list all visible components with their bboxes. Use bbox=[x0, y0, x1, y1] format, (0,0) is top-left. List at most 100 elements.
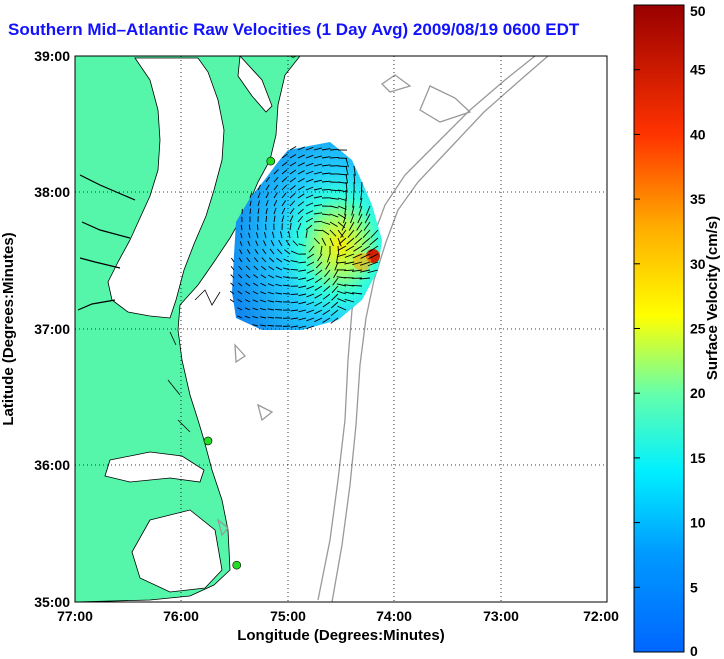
velocity-vector bbox=[351, 269, 363, 272]
velocity-vector bbox=[306, 269, 315, 274]
velocity-vector bbox=[252, 290, 259, 295]
velocity-vector bbox=[244, 299, 251, 303]
velocity-vector bbox=[253, 265, 259, 271]
velocity-vector bbox=[275, 292, 283, 295]
velocity-vector bbox=[367, 269, 379, 274]
velocity-vector bbox=[313, 195, 323, 199]
rappahannock-river bbox=[81, 221, 131, 239]
velocity-vector bbox=[298, 317, 307, 321]
velocity-vector bbox=[290, 317, 299, 320]
velocity-vector bbox=[288, 230, 291, 239]
velocity-vector bbox=[281, 200, 287, 207]
x-tick-label: 76:00 bbox=[163, 608, 199, 624]
velocity-vector bbox=[252, 282, 259, 287]
velocity-vector bbox=[257, 208, 260, 215]
delaware-bay bbox=[237, 56, 273, 113]
velocity-vector bbox=[329, 189, 339, 192]
station-marker bbox=[203, 436, 213, 446]
colorbar-tick-label: 0 bbox=[690, 643, 698, 659]
velocity-vector bbox=[313, 220, 323, 223]
velocity-vector bbox=[256, 224, 259, 231]
velocity-vector bbox=[290, 268, 299, 271]
velocity-vector bbox=[248, 224, 251, 231]
velocity-vector bbox=[329, 157, 339, 159]
velocity-vector bbox=[289, 169, 297, 175]
velocity-vector bbox=[305, 154, 314, 159]
velocity-vector bbox=[265, 215, 267, 223]
colorbar-tick-label: 15 bbox=[690, 450, 706, 466]
velocity-vector bbox=[306, 285, 315, 290]
velocity-vector bbox=[337, 197, 347, 202]
velocity-vector bbox=[239, 241, 243, 247]
velocity-vector bbox=[322, 293, 331, 300]
velocity-vector bbox=[314, 301, 323, 307]
velocity-vector bbox=[314, 293, 323, 299]
velocity-vector bbox=[306, 253, 315, 259]
velocity-vector bbox=[361, 237, 371, 246]
velocity-vector bbox=[230, 274, 235, 279]
velocity-vector bbox=[273, 215, 276, 223]
velocity-vector bbox=[347, 229, 355, 238]
velocity-vector bbox=[281, 207, 286, 215]
velocity-vector bbox=[245, 274, 251, 279]
velocity-vector bbox=[282, 276, 291, 279]
velocity-vector bbox=[345, 157, 349, 168]
velocity-vector bbox=[315, 261, 323, 269]
velocity-vector bbox=[298, 261, 307, 264]
y-tick-label: 37:00 bbox=[34, 321, 70, 337]
velocity-vector bbox=[283, 267, 291, 271]
velocity-vector bbox=[297, 201, 305, 207]
velocity-vector bbox=[357, 213, 363, 224]
velocity-vector bbox=[267, 308, 275, 311]
velocity-vector bbox=[367, 261, 379, 267]
velocity-vector bbox=[336, 253, 347, 258]
colorbar-tick-label: 35 bbox=[690, 191, 706, 207]
velocity-vector bbox=[298, 309, 307, 313]
velocity-vector bbox=[305, 162, 314, 167]
chesapeake-bay bbox=[107, 57, 225, 319]
velocity-vector bbox=[345, 245, 355, 252]
velocity-vector bbox=[305, 186, 314, 191]
velocity-vector bbox=[281, 153, 288, 159]
velocity-vector bbox=[257, 200, 261, 207]
velocity-vector bbox=[289, 222, 292, 231]
velocity-vector bbox=[298, 285, 307, 289]
velocity-vector bbox=[308, 245, 315, 253]
velocity-vector bbox=[289, 161, 297, 167]
velocity-vector bbox=[323, 285, 331, 293]
velocity-vector bbox=[305, 146, 314, 151]
potomac-river bbox=[79, 174, 136, 201]
velocity-vector bbox=[329, 229, 337, 237]
velocity-vector bbox=[259, 307, 267, 311]
velocity-vector bbox=[337, 305, 347, 311]
velocity-vector bbox=[359, 197, 363, 208]
velocity-vector bbox=[265, 207, 268, 215]
velocity-vector bbox=[322, 309, 331, 316]
velocity-vector bbox=[306, 277, 315, 282]
velocity-vector bbox=[292, 240, 299, 247]
y-tick-labels: 39:00 38:00 37:00 36:00 35:00 bbox=[34, 48, 70, 610]
velocity-vector bbox=[351, 285, 363, 287]
x-tick-label: 72:00 bbox=[583, 608, 619, 624]
velocity-vector bbox=[249, 192, 253, 199]
velocity-vector bbox=[260, 291, 267, 295]
velocity-vector bbox=[315, 269, 323, 276]
velocity-vector bbox=[348, 221, 355, 231]
velocity-vector bbox=[297, 146, 305, 151]
plot-frame bbox=[74, 55, 608, 603]
velocity-vector bbox=[239, 249, 243, 255]
velocity-vector bbox=[341, 221, 347, 231]
velocity-vector bbox=[313, 163, 322, 167]
velocity-vector bbox=[289, 146, 297, 151]
velocity-vector bbox=[260, 282, 267, 287]
velocity-vector bbox=[275, 283, 283, 287]
velocity-vector bbox=[329, 197, 339, 200]
colorbar-tick-label: 10 bbox=[690, 515, 706, 531]
velocity-vector bbox=[336, 283, 347, 287]
velocity-vector bbox=[245, 265, 251, 271]
velocity-vector bbox=[256, 232, 259, 239]
velocity-vector bbox=[261, 257, 267, 263]
velocity-vector bbox=[276, 248, 283, 255]
velocity-vector bbox=[255, 240, 259, 247]
velocity-vector bbox=[305, 178, 314, 183]
